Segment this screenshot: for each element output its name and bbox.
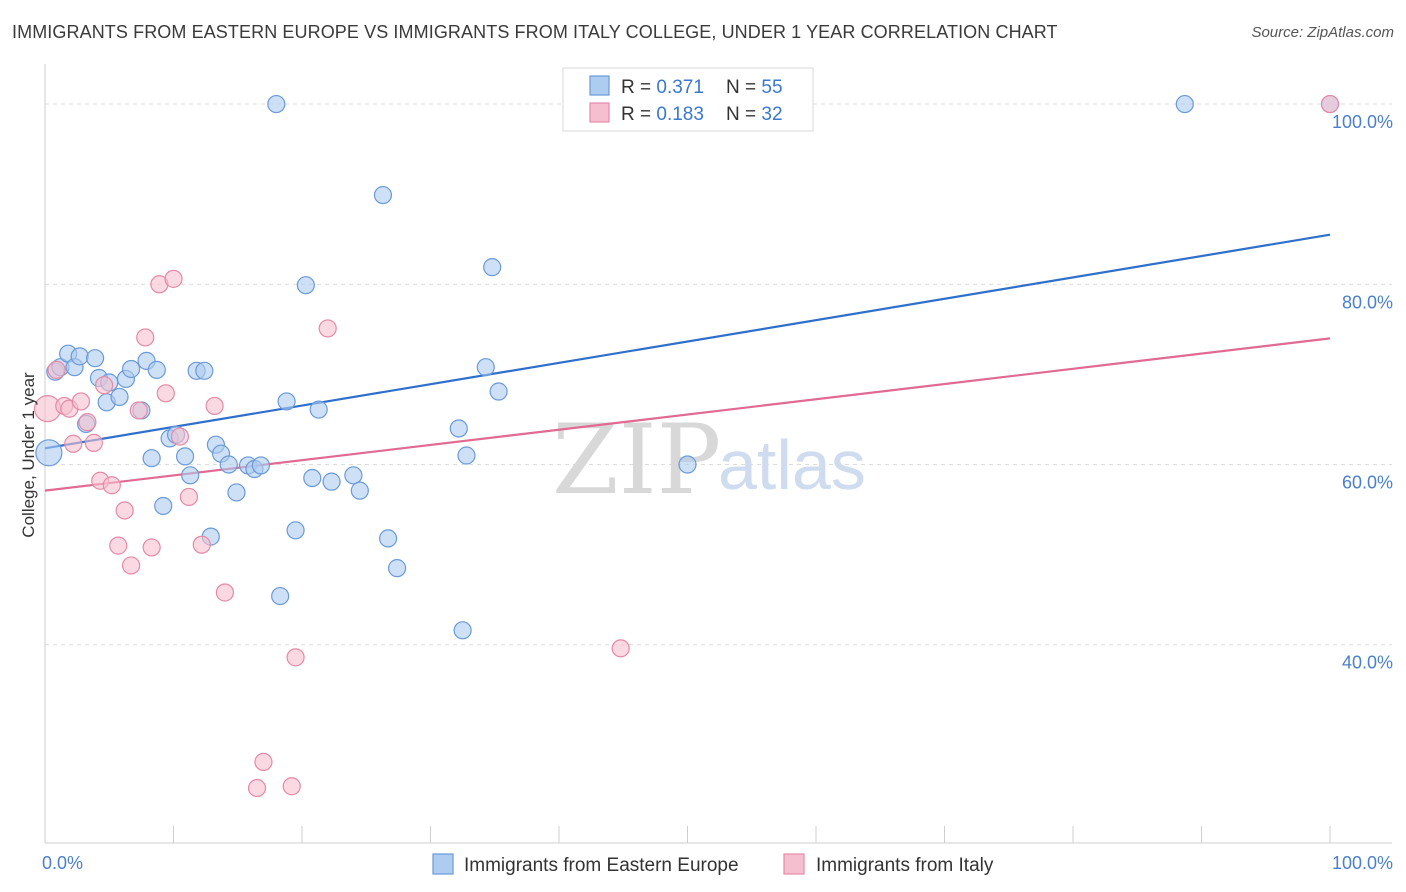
- data-point-eastern-europe: [453, 621, 472, 640]
- data-point-italy: [102, 476, 121, 495]
- data-point-italy: [179, 487, 199, 507]
- y-tick-label: 100.0%: [1332, 112, 1393, 132]
- data-point-italy: [205, 396, 224, 416]
- watermark-atlas: atlas: [718, 426, 866, 504]
- data-point-eastern-europe: [373, 185, 393, 205]
- legend-swatch-italy: [589, 102, 610, 123]
- data-point-italy: [1320, 94, 1340, 114]
- data-point-italy: [136, 328, 155, 347]
- data-point-eastern-europe: [219, 455, 238, 474]
- series-legend-label-eastern-europe: Immigrants from Eastern Europe: [464, 855, 739, 876]
- data-point-eastern-europe: [271, 586, 290, 606]
- series-legend-swatch-eastern-europe: [432, 853, 454, 875]
- data-point-eastern-europe: [195, 361, 214, 380]
- legend-r-label-eastern-europe: R =: [621, 77, 656, 98]
- data-point-eastern-europe: [175, 447, 195, 466]
- data-point-italy: [156, 384, 175, 403]
- stats-legend: R = 0.371 N = 55 R = 0.183 N = 32: [562, 67, 814, 132]
- watermark: ZIP atlas: [552, 404, 866, 516]
- data-point-italy: [78, 413, 97, 432]
- data-points: [33, 94, 1340, 798]
- data-point-italy: [192, 535, 211, 554]
- data-point-eastern-europe: [476, 358, 495, 377]
- data-point-eastern-europe: [344, 466, 363, 485]
- x-tick-labels: 0.0% 100.0%: [42, 853, 1393, 873]
- data-point-italy: [286, 648, 305, 667]
- y-tick-label: 80.0%: [1342, 292, 1393, 312]
- data-point-eastern-europe: [457, 446, 476, 465]
- series-legend-label-italy: Immigrants from Italy: [816, 855, 994, 876]
- data-point-eastern-europe: [121, 359, 141, 379]
- legend-r-value-eastern-europe: 0.371: [656, 77, 704, 98]
- data-point-eastern-europe: [483, 258, 502, 277]
- data-point-italy: [247, 778, 267, 798]
- data-point-eastern-europe: [110, 387, 129, 407]
- data-point-italy: [129, 401, 148, 420]
- data-point-eastern-europe: [251, 456, 270, 475]
- data-point-eastern-europe: [181, 466, 200, 485]
- legend-swatch-eastern-europe: [589, 75, 610, 96]
- trend-line-eastern-europe: [44, 233, 1331, 450]
- data-point-italy: [64, 434, 83, 453]
- data-point-italy: [215, 583, 234, 602]
- data-point-italy: [142, 538, 161, 557]
- data-point-eastern-europe: [378, 529, 398, 548]
- svg-text:N = 32: N = 32: [726, 104, 783, 125]
- data-point-eastern-europe: [387, 559, 407, 578]
- x-tick-label: 0.0%: [42, 853, 83, 873]
- data-point-eastern-europe: [678, 455, 697, 474]
- y-tick-label: 40.0%: [1342, 653, 1393, 673]
- legend-n-label-eastern-europe: N =: [726, 77, 761, 98]
- svg-text:R = 0.371: R = 0.371: [621, 77, 704, 98]
- source-label: Source: ZipAtlas.com: [1251, 24, 1394, 41]
- data-point-italy: [95, 376, 114, 395]
- y-tick-label: 60.0%: [1342, 473, 1393, 493]
- data-point-eastern-europe: [267, 94, 286, 114]
- chart-title: IMMIGRANTS FROM EASTERN EUROPE VS IMMIGR…: [12, 22, 1058, 42]
- data-point-italy: [71, 392, 91, 411]
- data-point-italy: [115, 501, 134, 520]
- data-point-italy: [318, 319, 337, 338]
- data-point-eastern-europe: [286, 521, 305, 540]
- data-point-eastern-europe: [309, 400, 328, 419]
- data-point-italy: [611, 639, 630, 658]
- data-point-italy: [164, 269, 183, 288]
- data-point-eastern-europe: [296, 276, 315, 295]
- data-point-eastern-europe: [35, 439, 63, 467]
- svg-text:N = 55: N = 55: [726, 77, 783, 98]
- data-point-italy: [47, 360, 66, 379]
- series-legend: Immigrants from Eastern Europe Immigrant…: [432, 853, 994, 876]
- data-point-eastern-europe: [303, 468, 322, 488]
- data-point-eastern-europe: [449, 419, 468, 438]
- data-point-italy: [254, 752, 273, 771]
- grid-lines: [45, 103, 1392, 646]
- data-point-eastern-europe: [277, 392, 296, 411]
- legend-n-label-italy: N =: [726, 104, 761, 125]
- data-point-italy: [121, 556, 141, 575]
- data-point-eastern-europe: [142, 449, 161, 468]
- series-legend-swatch-italy: [783, 853, 805, 875]
- data-point-eastern-europe: [70, 347, 89, 366]
- data-point-eastern-europe: [227, 483, 246, 502]
- data-point-eastern-europe: [322, 472, 341, 491]
- svg-text:R = 0.183: R = 0.183: [621, 104, 704, 125]
- data-point-eastern-europe: [86, 349, 105, 368]
- data-point-italy: [84, 433, 103, 452]
- x-tick-label: 100.0%: [1332, 853, 1393, 873]
- y-tick-labels: 40.0% 60.0% 80.0% 100.0%: [1332, 112, 1393, 673]
- data-point-eastern-europe: [154, 496, 173, 516]
- data-point-eastern-europe: [147, 360, 166, 379]
- legend-n-value-italy: 32: [761, 104, 782, 125]
- legend-r-value-italy: 0.183: [656, 104, 704, 125]
- data-point-italy: [170, 427, 190, 446]
- legend-n-value-eastern-europe: 55: [761, 77, 782, 98]
- data-point-italy: [282, 777, 301, 796]
- data-point-eastern-europe: [489, 382, 508, 401]
- y-axis-title: College, Under 1 year: [19, 372, 38, 538]
- data-point-italy: [109, 536, 128, 555]
- data-point-eastern-europe: [350, 481, 369, 500]
- data-point-eastern-europe: [1175, 94, 1194, 114]
- legend-r-label-italy: R =: [621, 104, 656, 125]
